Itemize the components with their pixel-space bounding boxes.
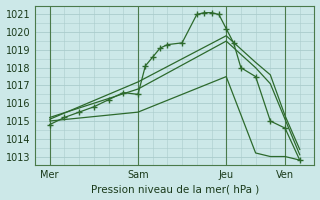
X-axis label: Pression niveau de la mer( hPa ): Pression niveau de la mer( hPa ) [91, 184, 259, 194]
